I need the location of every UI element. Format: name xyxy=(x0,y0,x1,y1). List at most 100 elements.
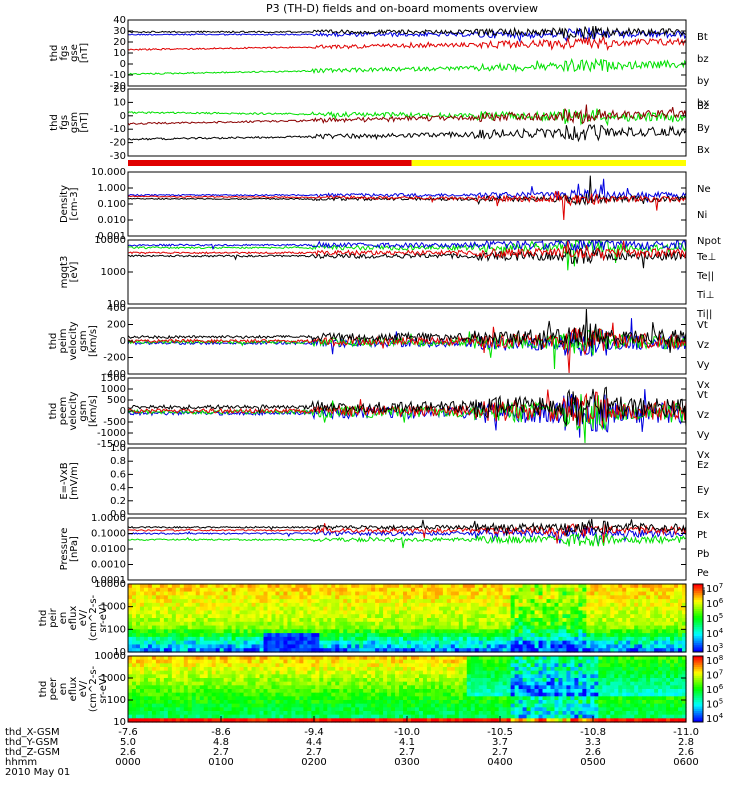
spectrogram-cell xyxy=(470,681,476,686)
series-Vt xyxy=(127,308,687,353)
spectrogram-cell xyxy=(650,689,655,694)
spectrogram-cell xyxy=(383,678,388,683)
spectrogram-cell xyxy=(239,625,245,630)
spectrogram-cell xyxy=(618,656,623,661)
spectrogram-cell xyxy=(626,636,631,642)
spectrogram-cell xyxy=(315,633,320,638)
spectrogram-cell xyxy=(267,621,273,627)
spectrogram-cell xyxy=(183,606,189,612)
spectrogram-cell xyxy=(458,591,464,596)
spectrogram-cell xyxy=(163,636,169,642)
spectrogram-cell xyxy=(662,587,667,593)
spectrogram-cell xyxy=(418,587,424,593)
spectrogram-cell xyxy=(590,644,595,649)
spectrogram-cell xyxy=(335,640,340,646)
spectrogram-cell xyxy=(546,629,552,634)
spectrogram-cell xyxy=(319,629,324,634)
spectrogram-cell xyxy=(399,644,404,649)
spectrogram-cell xyxy=(546,625,552,630)
spectrogram-cell xyxy=(187,618,193,623)
spectrogram-cell xyxy=(546,700,552,705)
spectrogram-cell xyxy=(391,625,396,630)
spectrogram-cell xyxy=(470,610,476,615)
spectrogram-cell xyxy=(323,703,328,708)
spectrogram-cell xyxy=(319,667,324,672)
spectrogram-cell xyxy=(618,636,623,642)
spectrogram-cell xyxy=(291,614,296,619)
spectrogram-cell xyxy=(450,636,456,642)
spectrogram-cell xyxy=(418,689,424,694)
spectrogram-cell xyxy=(522,599,528,604)
spectrogram-cell xyxy=(143,692,149,697)
spectrogram-cell xyxy=(128,700,133,705)
spectrogram-cell xyxy=(191,674,197,679)
spectrogram-cell xyxy=(490,599,496,604)
spectrogram-cell xyxy=(187,595,193,600)
spectrogram-cell xyxy=(630,610,635,615)
spectrogram-cell xyxy=(331,595,336,600)
spectrogram-cell xyxy=(167,648,173,653)
spectrogram-cell xyxy=(650,644,655,649)
spectrogram-cell xyxy=(371,707,376,712)
spectrogram-cell xyxy=(434,644,440,649)
spectrogram-cell xyxy=(602,621,607,627)
spectrogram-cell xyxy=(307,656,312,661)
spectrogram-cell xyxy=(542,685,548,690)
spectrogram-cell xyxy=(638,700,643,705)
spectrogram-cell xyxy=(498,663,504,668)
spectrogram-cell xyxy=(227,689,233,694)
spectrogram-cell xyxy=(339,700,344,705)
spectrogram-cell xyxy=(219,614,225,619)
spectrogram-cell xyxy=(426,696,432,701)
spectrogram-cell xyxy=(175,621,181,627)
spectrogram-cell xyxy=(534,707,540,712)
spectrogram-cell xyxy=(167,640,173,646)
spectrogram-cell xyxy=(538,584,544,589)
spectrogram-cell xyxy=(239,689,245,694)
spectrogram-cell xyxy=(642,692,647,697)
spectrogram-cell xyxy=(666,629,671,634)
spectrogram-cell xyxy=(546,667,552,672)
spectrogram-cell xyxy=(586,670,591,675)
spectrogram-cell xyxy=(287,610,293,615)
spectrogram-cell xyxy=(211,618,217,623)
spectrogram-cell xyxy=(283,700,289,705)
spectrogram-cell xyxy=(275,714,281,719)
spectrogram-cell xyxy=(618,599,623,604)
spectrogram-cell xyxy=(359,636,364,642)
spectrogram-cell xyxy=(283,707,289,712)
spectrogram-cell xyxy=(379,689,384,694)
spectrogram-cell xyxy=(351,625,356,630)
spectrogram-cell xyxy=(522,678,528,683)
spectrogram-cell xyxy=(566,685,572,690)
spectrogram-cell xyxy=(434,648,440,653)
spectrogram-cell xyxy=(490,591,496,596)
spectrogram-cell xyxy=(399,625,404,630)
spectrogram-cell xyxy=(494,602,500,608)
spectrogram-cell xyxy=(207,591,213,596)
spectrogram-cell xyxy=(295,659,300,664)
spectrogram-cell xyxy=(211,711,217,716)
spectrogram-cell xyxy=(478,689,484,694)
spectrogram-cell xyxy=(430,703,436,708)
spectrogram-cell xyxy=(295,618,300,623)
spectrogram-cell xyxy=(554,636,560,642)
spectrogram-cell xyxy=(255,591,261,596)
spectrogram-cell xyxy=(562,633,568,638)
spectrogram-cell xyxy=(606,606,611,612)
spectrogram-cell xyxy=(343,595,348,600)
spectrogram-cell xyxy=(502,678,508,683)
spectrogram-cell xyxy=(418,696,424,701)
spectrogram-cell xyxy=(303,636,308,642)
spectrogram-cell xyxy=(462,696,468,701)
spectrogram-cell xyxy=(371,625,376,630)
spectrogram-cell xyxy=(514,606,520,612)
spectrogram-cell xyxy=(387,711,392,716)
spectrogram-cell xyxy=(622,656,627,661)
spectrogram-cell xyxy=(319,633,324,638)
spectrogram-cell xyxy=(662,621,667,627)
spectrogram-cell xyxy=(235,644,241,649)
spectrogram-cell xyxy=(526,685,532,690)
spectrogram-cell xyxy=(446,636,452,642)
spectrogram-cell xyxy=(494,610,500,615)
